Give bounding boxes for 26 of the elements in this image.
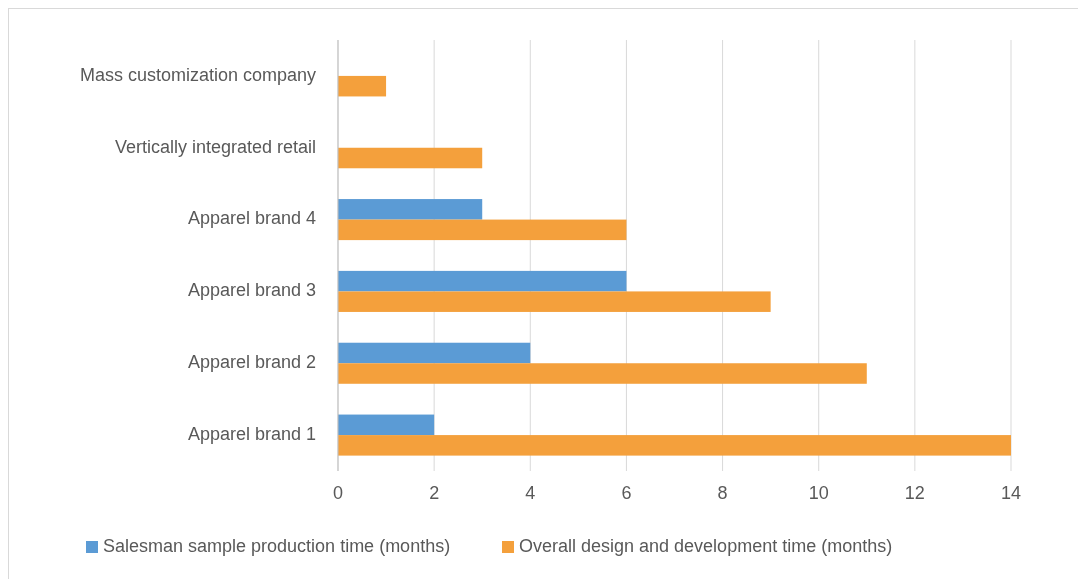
bar: [338, 147, 483, 169]
x-tick-label: 12: [904, 483, 925, 503]
bar: [338, 75, 387, 97]
y-tick-label: Apparel brand 1: [187, 423, 316, 444]
x-tick-label: 14: [1000, 483, 1022, 503]
bar: [338, 363, 867, 384]
y-tick-label: Mass customization company: [79, 64, 316, 85]
bar: [338, 414, 435, 436]
legend-label: Overall design and development time (months): [519, 535, 893, 556]
legend-label: Salesman sample production time (months): [103, 535, 451, 556]
y-tick-label: Apparel brand 3: [187, 280, 316, 301]
bar: [338, 219, 627, 241]
bar: [338, 270, 627, 292]
bar: [338, 342, 531, 364]
x-tick-label: 0: [332, 483, 344, 503]
bar: [338, 199, 483, 220]
x-tick-label: 6: [621, 483, 632, 503]
bar: [338, 435, 1011, 456]
y-tick-label: Apparel brand 2: [187, 352, 316, 372]
x-tick-label: 8: [717, 483, 728, 503]
x-tick-label: 4: [525, 483, 536, 503]
x-tick-label: 10: [808, 483, 829, 503]
bar: [338, 291, 771, 312]
x-tick-label: 2: [429, 483, 440, 503]
y-tick-label: Apparel brand 4: [187, 208, 316, 229]
y-tick-label: Vertically integrated retail: [114, 136, 316, 157]
